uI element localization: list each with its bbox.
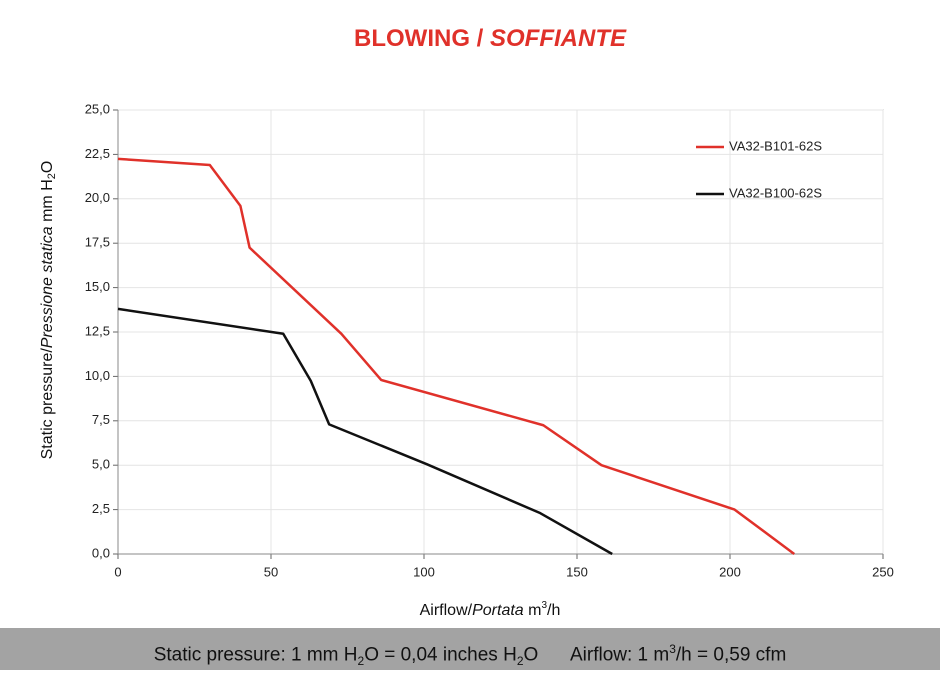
- y-tick-label: 5,0: [92, 457, 110, 472]
- label-part: /: [468, 602, 473, 619]
- note-part: O: [523, 644, 539, 666]
- title-part: BLOWING /: [354, 25, 484, 52]
- label-part: Airflow: [420, 602, 468, 619]
- y-tick-label: 0,0: [92, 545, 110, 560]
- y-axis-label: Static pressure/Pressione statica mm H2O: [39, 161, 58, 460]
- legend-label: VA32-B100-62S: [729, 185, 822, 200]
- note-part: Static pressure: 1 mm H: [153, 644, 358, 666]
- x-tick-label: 50: [264, 564, 278, 579]
- label-part: O: [39, 161, 56, 173]
- chart: BLOWING / SOFFIANTE Static pressure/Pres…: [39, 25, 894, 620]
- note-part: 3: [669, 642, 676, 656]
- x-tick-label: 150: [566, 564, 588, 579]
- series-line: [117, 307, 613, 556]
- label-part: /h: [547, 602, 560, 619]
- x-axis-label: Airflow/Portata m3/h: [420, 600, 561, 620]
- label-part: 3: [541, 600, 547, 611]
- label-part: /: [39, 348, 56, 353]
- note-part: 2: [516, 654, 524, 669]
- note-part: O = 0,04 inches H: [364, 644, 517, 666]
- x-tick-label: 0: [114, 564, 121, 579]
- note-part: /h = 0,59 cfm: [675, 644, 787, 666]
- y-tick-label: 12,5: [85, 323, 110, 338]
- y-tick-label: 2,5: [92, 501, 110, 516]
- y-tick-label: 20,0: [85, 190, 110, 205]
- y-tick-label: 22,5: [85, 146, 110, 161]
- y-tick-label: 25,0: [85, 101, 110, 116]
- label-part: Pressione statica: [39, 226, 56, 348]
- note-part: 2: [357, 654, 365, 669]
- y-tick-label: 15,0: [85, 279, 110, 294]
- y-tick-label: 17,5: [85, 235, 110, 250]
- label-part: m: [528, 602, 541, 619]
- label-part: mm: [39, 195, 56, 222]
- chart-title: BLOWING / SOFFIANTE: [354, 25, 627, 52]
- label-part: Portata: [472, 602, 524, 619]
- x-tick-label: 250: [872, 564, 894, 579]
- x-tick-label: 100: [413, 564, 435, 579]
- y-tick-label: 10,0: [85, 368, 110, 383]
- label-part: Static pressure: [39, 353, 56, 460]
- y-tick-label: 7,5: [92, 412, 110, 427]
- legend-label: VA32-B101-62S: [729, 138, 822, 153]
- series-line: [117, 157, 796, 556]
- title-part: SOFFIANTE: [490, 25, 627, 52]
- x-tick-label: 200: [719, 564, 741, 579]
- footer-note: Static pressure: 1 mm H2O = 0,04 inches …: [0, 628, 940, 670]
- note-part: Airflow: 1 m: [569, 644, 670, 666]
- label-part: 2: [46, 173, 58, 179]
- label-part: H: [39, 179, 56, 191]
